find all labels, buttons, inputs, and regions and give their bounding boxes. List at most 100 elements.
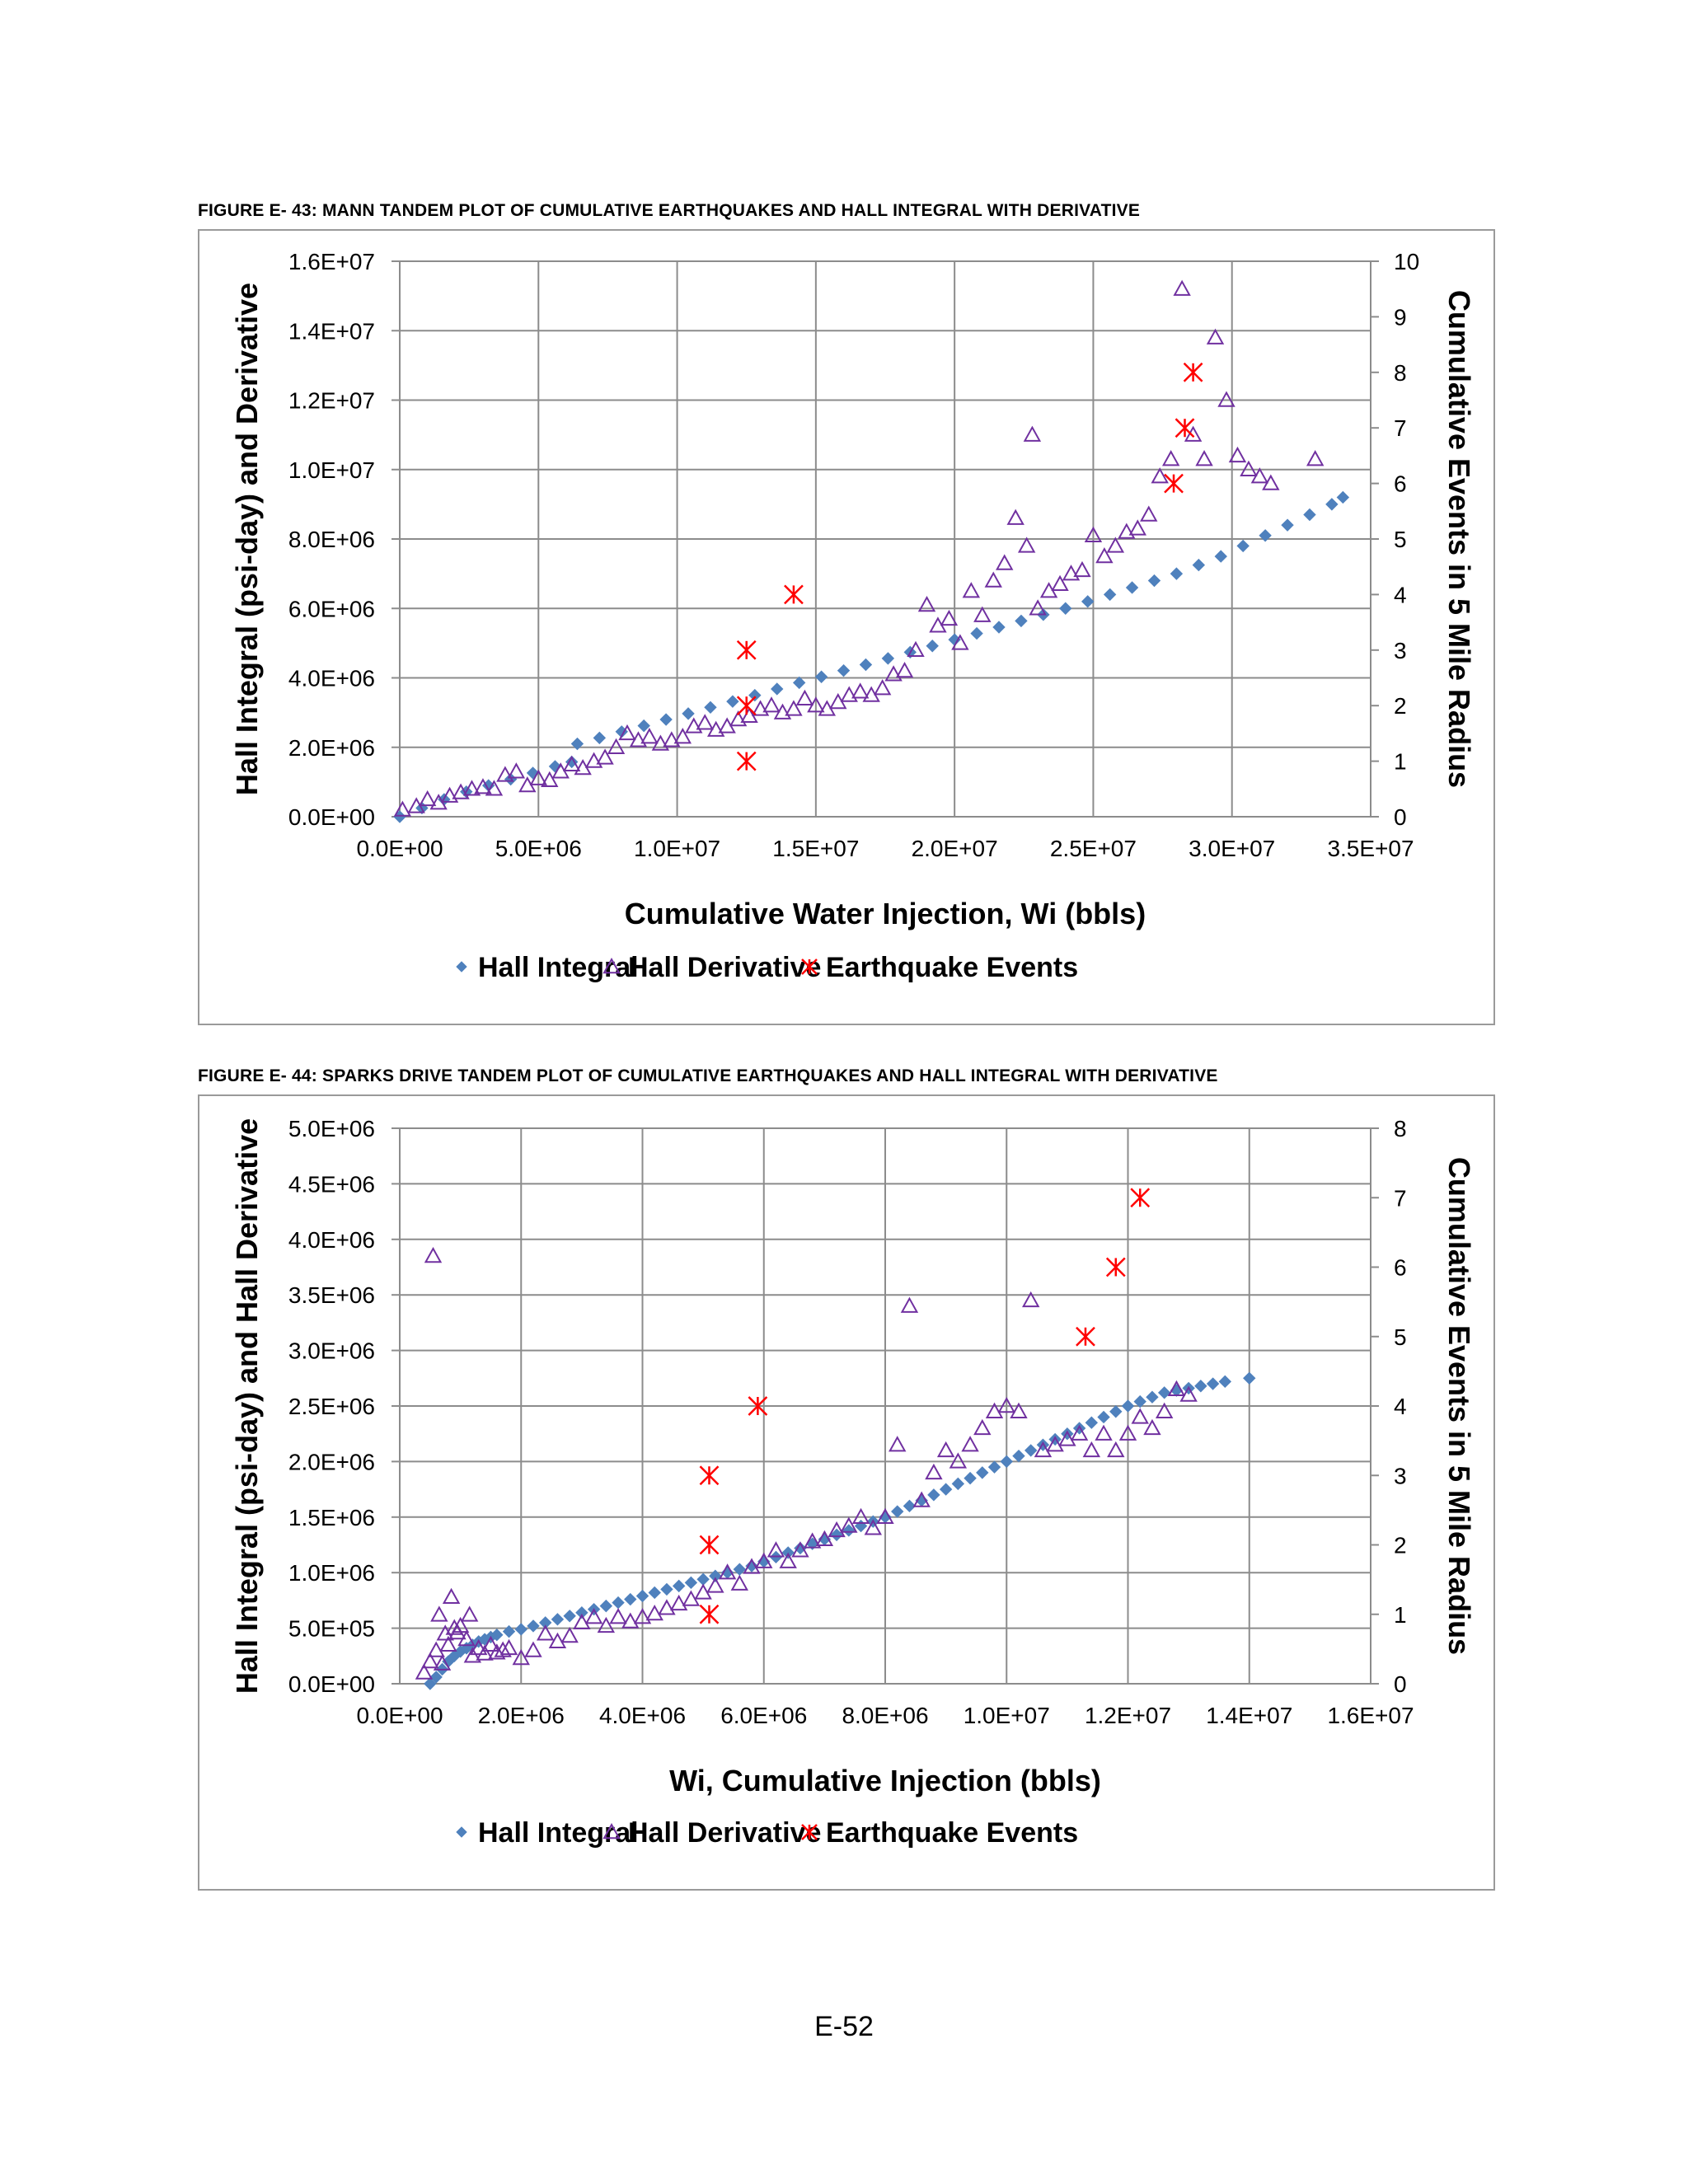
y-axis-title: Hall Integral (psi-day) and Hall Derivat… [230,1118,264,1694]
hall-derivative-point [729,710,748,727]
legend-label: Earthquake Events [826,952,1078,983]
hall-derivative-point [463,1647,482,1663]
hall-derivative-point [751,700,770,716]
hall-derivative-point [917,595,936,612]
hall-derivative-point [1250,467,1269,484]
hall-derivative-point [997,1396,1015,1413]
hall-integral-point [927,1488,940,1502]
y2-tick-label: 9 [1394,304,1407,330]
hall-derivative-point [840,686,858,702]
legend-marker [801,958,818,975]
hall-integral-point [1243,1371,1256,1385]
y-tick-label: 0.0E+00 [288,1671,375,1697]
hall-derivative-point [645,1605,663,1621]
hall-derivative-point [1095,547,1114,564]
hall-derivative-point [460,1605,479,1622]
y2-tick-label: 1 [1394,749,1407,775]
series-hall-integral [424,1371,1256,1690]
hall-integral-point [672,1579,686,1593]
hall-integral-point [926,640,939,653]
y2-tick-label: 0 [1394,804,1407,830]
hall-derivative-point [1010,1402,1028,1418]
hall-integral-point [1259,529,1272,542]
y-tick-label: 1.4E+07 [288,318,375,344]
hall-integral-point [704,701,717,715]
hall-derivative-point [439,1635,457,1652]
hall-derivative-point [1084,526,1103,542]
hall-integral-point [881,652,895,665]
hall-derivative-point [876,1507,894,1524]
hall-derivative-point [1240,460,1258,476]
hall-derivative-point [682,1590,701,1606]
hall-derivative-point [548,1632,567,1648]
hall-derivative-point [936,1441,955,1458]
hall-derivative-point [658,1599,676,1615]
hall-integral-point [424,1677,437,1690]
hall-derivative-point [884,665,903,682]
hall-derivative-point [512,1648,530,1666]
hall-derivative-point [718,1563,737,1580]
y2-tick-label: 2 [1394,693,1407,719]
y2-tick-label: 8 [1394,1116,1407,1141]
hall-integral-point [624,1592,637,1606]
hall-derivative-point [1128,519,1146,536]
hall-integral-point [393,810,406,823]
hall-derivative-point [696,714,714,730]
hall-integral-point [502,1624,516,1638]
legend-label: Earthquake Events [826,1817,1078,1849]
hall-derivative-point [1206,328,1225,344]
hall-integral-point [1194,1380,1207,1393]
x-tick-label: 6.0E+06 [720,1703,807,1728]
y-tick-label: 2.0E+06 [288,1449,375,1474]
hall-derivative-point [451,1616,470,1633]
series-hall-derivative [393,279,1325,817]
hall-derivative-point [607,738,626,754]
hall-derivative-point [1095,1424,1113,1441]
hall-integral-point [891,1505,904,1518]
hall-integral-point [1000,1455,1013,1469]
hall-derivative-point [1155,1402,1174,1418]
y2-tick-label: 5 [1394,527,1407,552]
figure-e44-caption: FIGURE E- 44: SPARKS DRIVE TANDEM PLOT O… [198,1066,1218,1085]
hall-derivative-point [779,1552,797,1568]
y-tick-label: 3.0E+06 [288,1338,375,1364]
hall-integral-point [1192,558,1206,572]
earthquake-point [699,1604,720,1624]
hall-derivative-point [415,1663,434,1680]
hall-derivative-point [949,1452,968,1469]
hall-derivative-point [973,1418,992,1436]
hall-integral-point [527,1619,540,1633]
hall-integral-point [1121,1399,1135,1413]
hall-integral-point [1109,1405,1123,1418]
hall-derivative-point [481,1635,500,1652]
hall-derivative-point [618,724,636,741]
hall-integral-point [1015,614,1028,628]
hall-derivative-point [907,640,925,657]
earthquake-point [736,696,757,716]
hall-derivative-point [1217,391,1236,407]
hall-derivative-point [773,703,792,719]
hall-derivative-point [925,1463,943,1480]
hall-derivative-point [537,1624,555,1641]
y-tick-label: 2.5E+06 [288,1394,375,1419]
hall-integral-point [490,1628,504,1642]
hall-derivative-point [962,582,981,598]
hall-integral-point [1147,574,1161,588]
x-tick-label: 2.0E+06 [478,1703,565,1728]
legend-marker [456,961,467,972]
hall-integral-point [1085,1416,1099,1429]
hall-derivative-point [1051,574,1069,591]
hall-derivative-point [1306,450,1325,466]
x-tick-label: 2.5E+07 [1050,836,1137,861]
x-tick-label: 3.0E+07 [1189,836,1275,861]
hall-integral-point [1125,581,1139,594]
hall-derivative-point [996,554,1014,570]
hall-integral-point [1012,1449,1025,1463]
y2-tick-label: 4 [1394,582,1407,607]
hall-integral-point [748,688,762,702]
hall-integral-point [771,682,784,696]
hall-derivative-point [1022,1291,1040,1308]
hall-derivative-point [755,1552,773,1568]
x-tick-label: 4.0E+06 [599,1703,686,1728]
